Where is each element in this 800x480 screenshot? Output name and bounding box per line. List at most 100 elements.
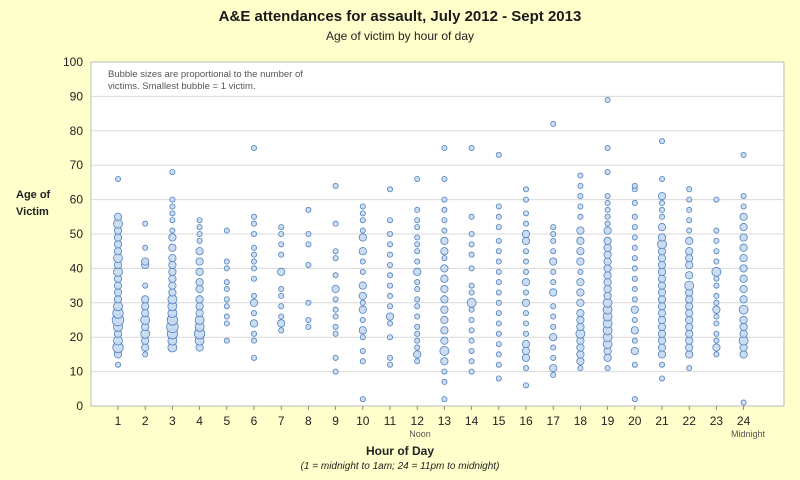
bubble bbox=[739, 315, 748, 325]
bubble bbox=[468, 368, 475, 375]
bubble bbox=[631, 224, 638, 231]
bubble bbox=[523, 258, 530, 265]
bubble bbox=[358, 247, 367, 256]
bubble bbox=[386, 272, 393, 279]
bubble bbox=[142, 244, 149, 251]
bubble bbox=[168, 243, 177, 252]
bubble bbox=[359, 334, 366, 341]
x-tick-label: 16 bbox=[519, 414, 533, 428]
bubble bbox=[739, 233, 748, 242]
bubble bbox=[739, 212, 748, 221]
bubble bbox=[195, 309, 204, 318]
bubble bbox=[550, 224, 557, 231]
bubble bbox=[495, 237, 502, 244]
bubble bbox=[686, 217, 693, 224]
bubble bbox=[113, 281, 123, 290]
bubble bbox=[142, 351, 149, 358]
bubble bbox=[659, 213, 666, 220]
bubble bbox=[359, 396, 366, 403]
bubble bbox=[358, 326, 367, 335]
bubble bbox=[359, 217, 366, 224]
bubble bbox=[603, 271, 612, 280]
bubble bbox=[414, 344, 421, 351]
bubble bbox=[713, 227, 720, 234]
bubble bbox=[386, 230, 393, 237]
bubble bbox=[657, 309, 667, 318]
bubble bbox=[305, 206, 312, 213]
bubble bbox=[603, 226, 612, 235]
x-tick-label: 6 bbox=[251, 414, 258, 428]
bubble bbox=[223, 286, 230, 293]
bubble bbox=[659, 175, 666, 182]
bubble bbox=[576, 357, 585, 366]
bubble bbox=[576, 298, 585, 307]
bubble bbox=[495, 299, 502, 306]
bubble bbox=[250, 220, 257, 227]
bubble bbox=[685, 329, 694, 338]
bubble bbox=[468, 289, 475, 296]
bubble bbox=[305, 299, 312, 306]
bubble bbox=[386, 251, 393, 258]
bubble bbox=[713, 275, 720, 282]
bubble bbox=[712, 343, 721, 352]
x-axis-sublabel: (1 = midnight to 1am; 24 = 11pm to midni… bbox=[300, 461, 500, 472]
bubble bbox=[739, 350, 748, 359]
x-tick-label: 13 bbox=[438, 414, 452, 428]
bubble bbox=[441, 255, 448, 262]
bubble bbox=[386, 354, 393, 361]
bubble bbox=[521, 278, 531, 287]
bubble bbox=[414, 241, 421, 248]
bubble bbox=[305, 230, 312, 237]
bubble bbox=[576, 288, 585, 297]
x-tick-label: 17 bbox=[547, 414, 561, 428]
bubble bbox=[577, 268, 584, 275]
bubble bbox=[441, 196, 448, 203]
bubble bbox=[495, 310, 502, 317]
bubble bbox=[657, 329, 667, 338]
bubble bbox=[278, 286, 285, 293]
bubble bbox=[686, 365, 693, 372]
bubble bbox=[577, 203, 584, 210]
bubble bbox=[142, 220, 149, 227]
bubble bbox=[495, 320, 502, 327]
y-axis-label-line2: Victim bbox=[16, 206, 49, 218]
bubble bbox=[468, 213, 475, 220]
bubble bbox=[250, 330, 257, 337]
x-tick-label: 8 bbox=[305, 414, 312, 428]
bubble bbox=[386, 241, 393, 248]
bubble bbox=[468, 230, 475, 237]
bubble bbox=[603, 353, 612, 362]
bubble bbox=[440, 274, 449, 283]
bubble bbox=[603, 284, 612, 294]
bubble bbox=[685, 247, 694, 256]
bubble bbox=[685, 336, 694, 345]
x-tick-label: 4 bbox=[196, 414, 203, 428]
x-tick-label: 21 bbox=[655, 414, 669, 428]
bubble bbox=[414, 313, 421, 320]
bubble bbox=[468, 306, 475, 313]
bubble bbox=[740, 151, 747, 158]
bubble bbox=[523, 320, 530, 327]
bubble bbox=[631, 337, 638, 344]
bubble bbox=[657, 192, 667, 201]
bubble bbox=[523, 289, 530, 296]
x-tick-label: 9 bbox=[332, 414, 339, 428]
bubble bbox=[576, 247, 585, 256]
bubble bbox=[250, 144, 257, 151]
bubble bbox=[195, 267, 204, 276]
bubble bbox=[576, 322, 585, 331]
bubble bbox=[631, 234, 638, 241]
bubble bbox=[713, 299, 720, 306]
bubble bbox=[631, 182, 638, 189]
bubble bbox=[386, 261, 393, 268]
bubble bbox=[659, 375, 666, 382]
bubble bbox=[713, 292, 720, 299]
bubble bbox=[495, 224, 502, 231]
x-tick-label: 1 bbox=[115, 414, 122, 428]
bubble bbox=[685, 254, 694, 263]
bubble bbox=[685, 295, 694, 304]
bubble bbox=[657, 343, 667, 352]
bubbles bbox=[111, 96, 749, 406]
bubble bbox=[550, 354, 557, 361]
